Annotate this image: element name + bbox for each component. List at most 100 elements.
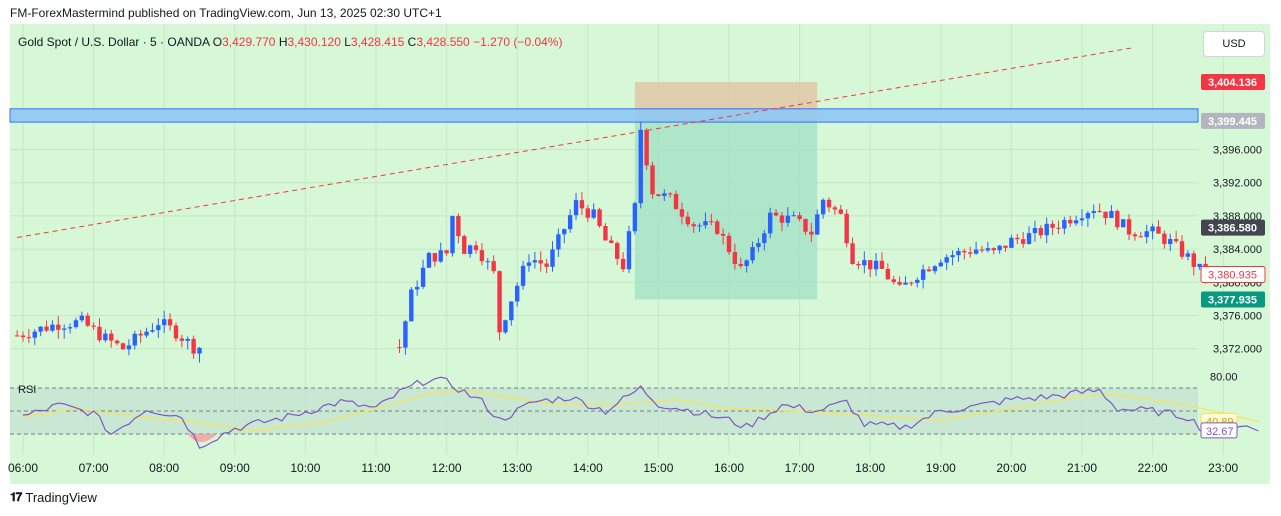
candle-body[interactable] bbox=[1109, 211, 1114, 218]
candle-body[interactable] bbox=[509, 301, 514, 321]
candle-body[interactable] bbox=[1050, 223, 1055, 228]
candle-body[interactable] bbox=[485, 261, 490, 263]
candle-body[interactable] bbox=[679, 209, 685, 217]
candle-body[interactable] bbox=[662, 193, 667, 197]
candle-body[interactable] bbox=[150, 330, 155, 332]
candle-body[interactable] bbox=[873, 260, 879, 270]
candle-body[interactable] bbox=[879, 260, 885, 269]
candle-body[interactable] bbox=[420, 267, 426, 287]
candle-body[interactable] bbox=[532, 260, 538, 263]
candle-body[interactable] bbox=[1009, 237, 1014, 248]
candle-body[interactable] bbox=[1120, 219, 1126, 228]
candle-body[interactable] bbox=[409, 289, 414, 322]
resistance-zone[interactable] bbox=[9, 108, 1199, 123]
candle-body[interactable] bbox=[1085, 213, 1091, 219]
candle-body[interactable] bbox=[491, 261, 496, 272]
candle-body[interactable] bbox=[750, 247, 755, 261]
candle-body[interactable] bbox=[632, 203, 638, 232]
candle-body[interactable] bbox=[726, 235, 732, 253]
candle-body[interactable] bbox=[597, 209, 602, 227]
candle-body[interactable] bbox=[167, 319, 173, 326]
candle-body[interactable] bbox=[868, 260, 873, 270]
candle-body[interactable] bbox=[832, 207, 838, 210]
candle-body[interactable] bbox=[897, 281, 902, 285]
candle-body[interactable] bbox=[67, 327, 73, 329]
candle-body[interactable] bbox=[573, 200, 579, 216]
candle-body[interactable] bbox=[903, 282, 908, 285]
currency-button[interactable]: USD bbox=[1203, 31, 1265, 57]
candle-body[interactable] bbox=[585, 208, 590, 218]
candle-body[interactable] bbox=[32, 331, 37, 338]
candle-body[interactable] bbox=[473, 245, 479, 251]
candle-body[interactable] bbox=[144, 331, 149, 336]
candle-body[interactable] bbox=[456, 216, 461, 237]
candle-body[interactable] bbox=[544, 263, 549, 267]
candle-body[interactable] bbox=[444, 250, 449, 254]
candle-body[interactable] bbox=[126, 345, 132, 350]
candle-body[interactable] bbox=[1044, 223, 1049, 236]
candle-body[interactable] bbox=[1156, 226, 1161, 234]
candle-body[interactable] bbox=[773, 212, 779, 216]
candle-body[interactable] bbox=[644, 129, 649, 166]
candle-body[interactable] bbox=[762, 233, 767, 243]
candle-body[interactable] bbox=[826, 199, 832, 208]
candle-body[interactable] bbox=[785, 215, 791, 223]
candle-body[interactable] bbox=[609, 240, 614, 243]
candle-body[interactable] bbox=[1056, 227, 1061, 229]
candle-body[interactable] bbox=[120, 343, 126, 350]
candle-body[interactable] bbox=[691, 224, 696, 227]
candle-body[interactable] bbox=[656, 194, 661, 197]
candle-body[interactable] bbox=[973, 249, 979, 254]
candle-body[interactable] bbox=[579, 200, 585, 209]
candle-body[interactable] bbox=[132, 333, 137, 346]
candle-body[interactable] bbox=[1132, 234, 1138, 237]
candle-body[interactable] bbox=[591, 209, 596, 218]
candle-body[interactable] bbox=[626, 231, 632, 270]
candle-body[interactable] bbox=[1115, 211, 1120, 228]
candle-body[interactable] bbox=[503, 320, 508, 333]
candle-body[interactable] bbox=[685, 216, 691, 225]
candle-body[interactable] bbox=[950, 255, 955, 258]
candle-body[interactable] bbox=[162, 319, 167, 326]
symbol-label[interactable]: Gold Spot / U.S. Dollar · 5 · OANDA bbox=[18, 35, 210, 49]
candle-body[interactable] bbox=[915, 279, 920, 283]
candle-body[interactable] bbox=[856, 263, 861, 266]
candle-body[interactable] bbox=[20, 335, 26, 338]
rsi-label[interactable]: RSI bbox=[18, 384, 37, 396]
candle-body[interactable] bbox=[44, 326, 49, 331]
candle-body[interactable] bbox=[1126, 219, 1132, 235]
candle-body[interactable] bbox=[756, 242, 761, 248]
candle-body[interactable] bbox=[732, 252, 738, 264]
candle-body[interactable] bbox=[797, 215, 802, 220]
candle-body[interactable] bbox=[697, 225, 702, 227]
candle-body[interactable] bbox=[26, 337, 32, 339]
candle-body[interactable] bbox=[891, 279, 896, 282]
candle-body[interactable] bbox=[1015, 237, 1020, 240]
candle-body[interactable] bbox=[14, 335, 20, 337]
candle-body[interactable] bbox=[920, 269, 926, 280]
candle-body[interactable] bbox=[638, 129, 643, 204]
candle-body[interactable] bbox=[1138, 236, 1144, 238]
candle-body[interactable] bbox=[497, 271, 502, 333]
candle-body[interactable] bbox=[720, 233, 726, 236]
candle-body[interactable] bbox=[61, 328, 67, 330]
candle-body[interactable] bbox=[809, 231, 814, 235]
candle-body[interactable] bbox=[97, 326, 102, 341]
candle-body[interactable] bbox=[962, 250, 967, 253]
candle-body[interactable] bbox=[779, 215, 785, 223]
candle-body[interactable] bbox=[838, 209, 843, 214]
candle-body[interactable] bbox=[979, 249, 985, 251]
candle-body[interactable] bbox=[667, 193, 673, 195]
candle-body[interactable] bbox=[1079, 218, 1085, 221]
candle-body[interactable] bbox=[968, 252, 973, 254]
candle-body[interactable] bbox=[103, 333, 108, 341]
candle-body[interactable] bbox=[467, 245, 473, 254]
rsi-line[interactable] bbox=[22, 376, 1259, 449]
candle-body[interactable] bbox=[1073, 220, 1079, 224]
candle-body[interactable] bbox=[938, 262, 943, 267]
candle-body[interactable] bbox=[709, 221, 714, 223]
candle-body[interactable] bbox=[526, 262, 532, 266]
candle-body[interactable] bbox=[438, 250, 443, 262]
candle-body[interactable] bbox=[479, 250, 485, 262]
candle-body[interactable] bbox=[56, 324, 61, 330]
